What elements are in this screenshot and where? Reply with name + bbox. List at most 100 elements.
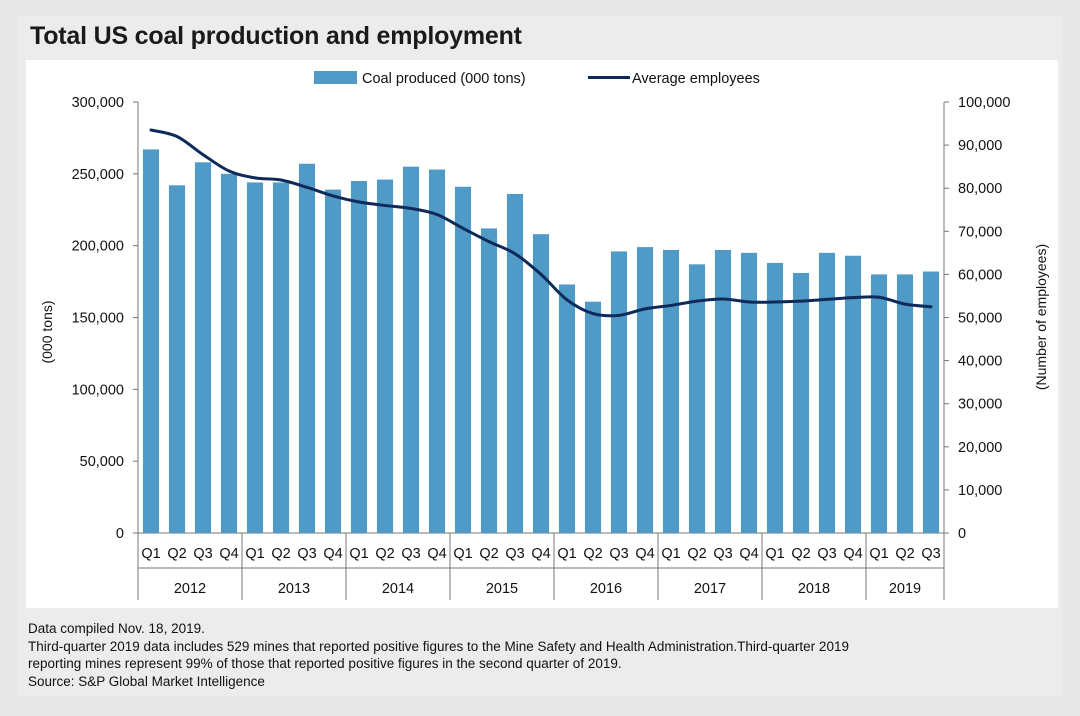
employees-line-point (253, 176, 257, 180)
bar (480, 228, 498, 533)
bar (272, 182, 290, 533)
right-tick-label: 70,000 (958, 224, 1002, 240)
employees-line-point (721, 297, 725, 301)
bar (818, 252, 836, 533)
bar (402, 166, 420, 533)
year-label: 2015 (486, 581, 518, 597)
bar (844, 255, 862, 533)
employees-line-point (617, 313, 621, 317)
note-source: Source: S&P Global Market Intelligence (28, 673, 265, 689)
left-axis-ticks: 0 50,000 100,000 150,000 200,000 250,000 300,0… (72, 95, 138, 542)
quarter-label: Q4 (323, 546, 342, 562)
employees-line-point (409, 206, 413, 210)
quarter-label: Q4 (635, 546, 654, 562)
bar (584, 301, 602, 533)
bar (506, 193, 524, 534)
employees-line-point (669, 303, 673, 307)
chart-notes: Data compiled Nov. 18, 2019. Third-quart… (28, 620, 1058, 690)
quarter-label: Q1 (869, 546, 888, 562)
legend-bar-swatch (314, 71, 357, 84)
employees-line-point (903, 302, 907, 306)
employees-line-point (331, 194, 335, 198)
employees-line-point (643, 307, 647, 311)
left-tick-label: 250,000 (72, 167, 124, 183)
quarter-label: Q1 (661, 546, 680, 562)
employees-line-point (279, 178, 283, 182)
note-line-1: Third-quarter 2019 data includes 529 min… (28, 638, 849, 654)
employees-line-point (877, 295, 881, 299)
bars (142, 149, 940, 534)
right-tick-label: 20,000 (958, 440, 1002, 456)
year-label: 2013 (278, 581, 310, 597)
year-label: 2014 (382, 581, 414, 597)
bar (324, 189, 342, 534)
year-label: 2018 (798, 581, 830, 597)
bar (792, 272, 810, 533)
bar (220, 173, 238, 534)
bar (636, 247, 654, 533)
quarter-label: Q2 (687, 546, 706, 562)
employees-line-point (305, 185, 309, 189)
employees-line-point (461, 226, 465, 230)
legend-label-coal: Coal produced (000 tons) (362, 71, 526, 87)
quarter-label: Q2 (895, 546, 914, 562)
quarter-label: Q4 (531, 546, 550, 562)
employees-line-point (539, 272, 543, 276)
quarter-label: Q3 (193, 546, 212, 562)
chart-title: Total US coal production and employment (30, 22, 522, 50)
bar (298, 163, 316, 533)
bar (376, 179, 394, 533)
bar (246, 182, 264, 533)
left-axis-title: (000 tons) (39, 300, 55, 363)
employees-line-point (383, 203, 387, 207)
quarter-label: Q3 (817, 546, 836, 562)
bar (766, 262, 784, 533)
bar (558, 284, 576, 533)
quarter-label: Q3 (505, 546, 524, 562)
bar (610, 251, 628, 533)
right-axis-title: (Number of employees) (1033, 244, 1049, 390)
quarter-label: Q1 (349, 546, 368, 562)
bar (922, 271, 940, 533)
employees-line-point (357, 200, 361, 204)
bar (428, 169, 446, 534)
quarter-label: Q4 (843, 546, 862, 562)
employees-line-layer (149, 128, 933, 318)
bar (714, 249, 732, 533)
employees-line-point (929, 305, 933, 309)
legend-label-employees: Average employees (632, 71, 760, 87)
legend: Coal produced (000 tons) Average employe… (314, 71, 760, 87)
left-tick-label: 100,000 (72, 382, 124, 398)
employees-line-point (695, 299, 699, 303)
bar (870, 274, 888, 533)
quarter-label: Q3 (609, 546, 628, 562)
year-label: 2016 (590, 581, 622, 597)
right-tick-label: 80,000 (958, 181, 1002, 197)
employees-line-point (851, 296, 855, 300)
quarter-label: Q1 (141, 546, 160, 562)
bar (168, 185, 186, 533)
quarter-label: Q2 (375, 546, 394, 562)
quarter-label: Q4 (739, 546, 758, 562)
quarter-label: Q2 (271, 546, 290, 562)
employees-line-point (825, 297, 829, 301)
bar (350, 181, 368, 533)
bar (532, 234, 550, 533)
x-axis-labels: Q1 Q2 Q3 Q4 Q1 Q2 Q3 Q4 Q1 Q2 Q3 Q4 Q1 Q2 Q3 Q4 Q1 Q2 Q3 Q4… (137, 533, 945, 600)
bar (740, 252, 758, 533)
left-tick-label: 150,000 (72, 311, 124, 327)
left-tick-label: 200,000 (72, 239, 124, 255)
quarter-label: Q4 (427, 546, 446, 562)
left-tick-label: 0 (116, 526, 124, 542)
quarter-label: Q3 (401, 546, 420, 562)
left-tick-label: 50,000 (80, 454, 124, 470)
quarter-label: Q1 (245, 546, 264, 562)
left-tick-label: 300,000 (72, 95, 124, 111)
quarter-label: Q2 (479, 546, 498, 562)
quarter-label: Q1 (557, 546, 576, 562)
year-label: 2019 (889, 581, 921, 597)
year-label: 2017 (694, 581, 726, 597)
right-tick-label: 10,000 (958, 483, 1002, 499)
bar (896, 274, 914, 533)
